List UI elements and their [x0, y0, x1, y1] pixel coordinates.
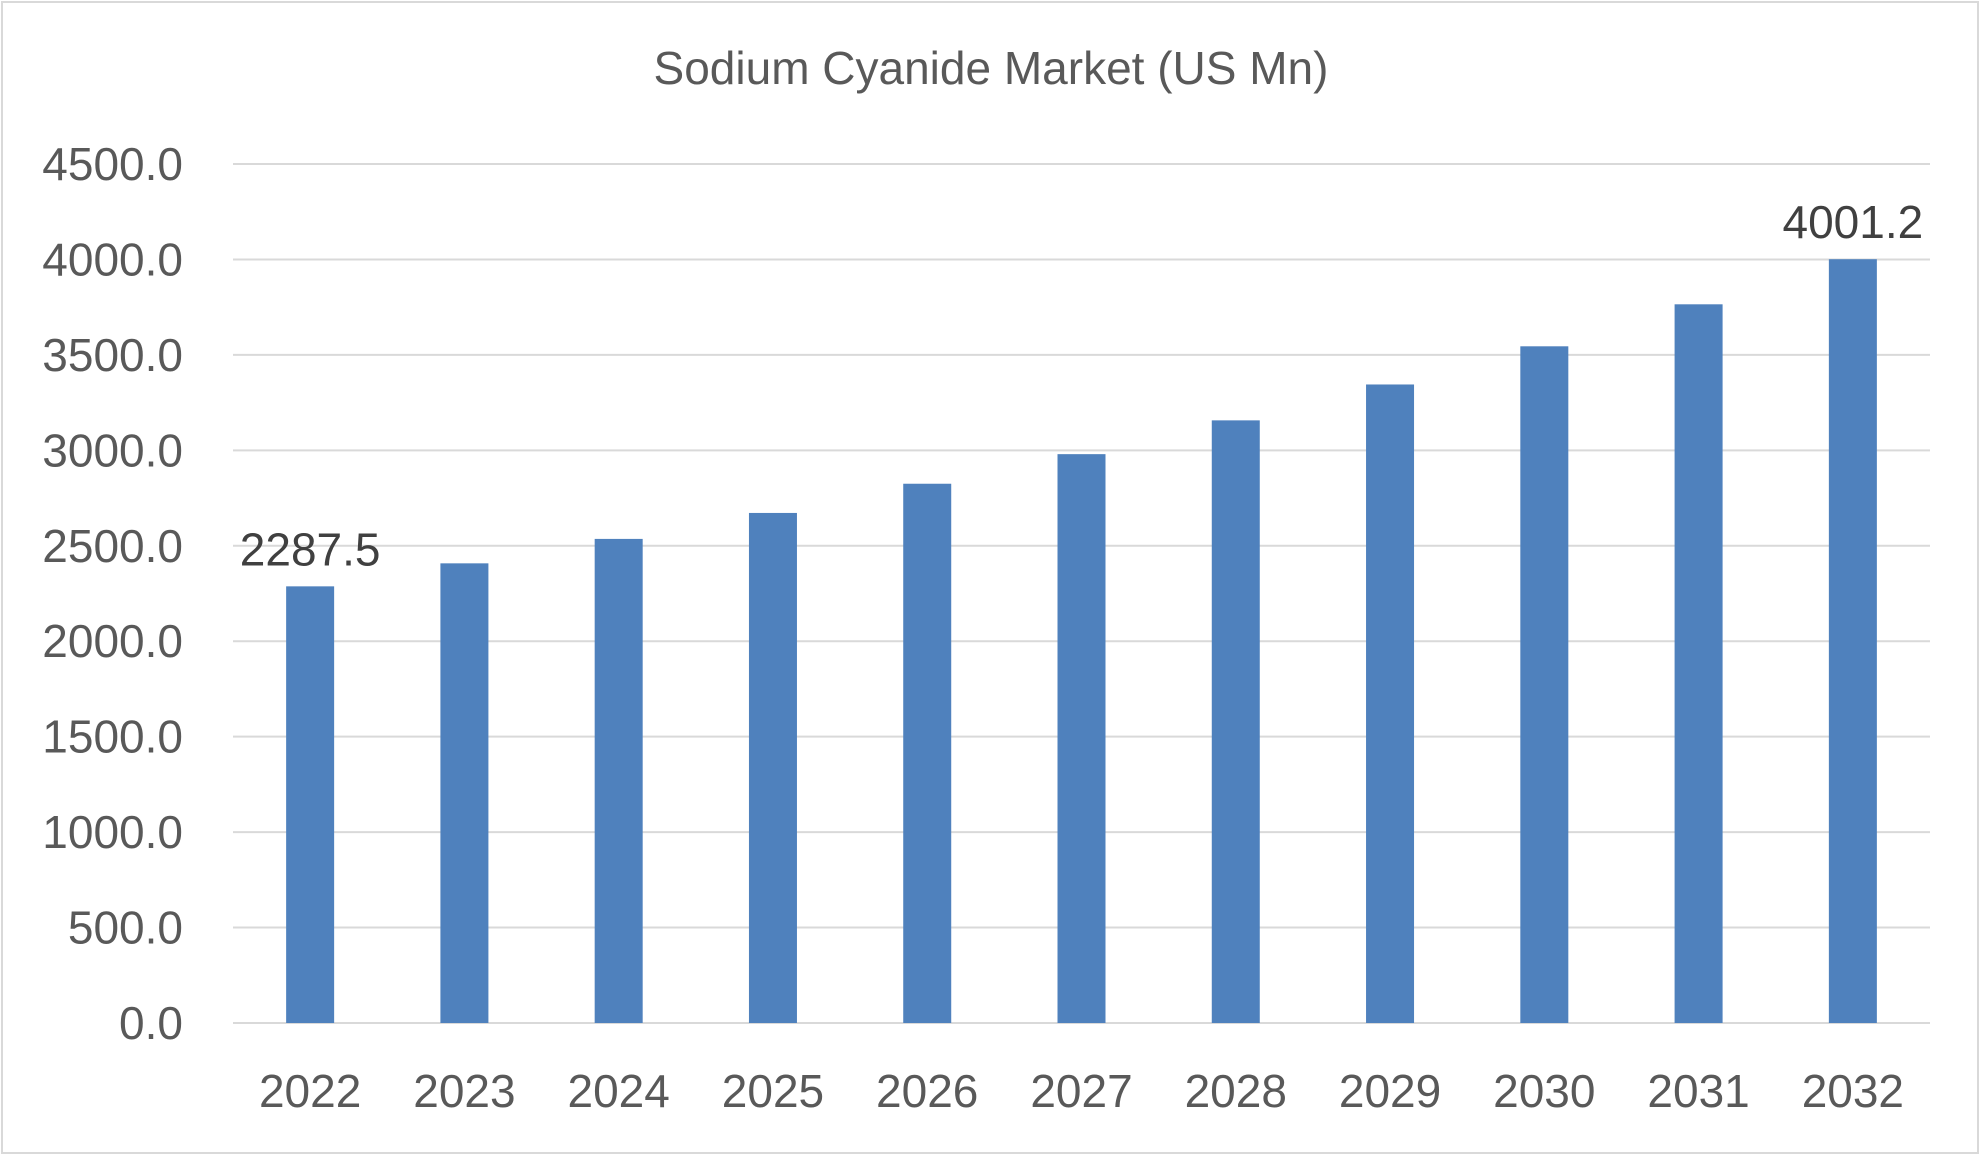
bar-2024: [594, 538, 643, 1023]
data-labels: 2287.5 4001.2: [240, 196, 1923, 575]
chart-title: Sodium Cyanide Market (US Mn): [654, 42, 1329, 94]
data-label-2032: 4001.2: [1783, 196, 1924, 248]
x-tick-label: 2032: [1802, 1065, 1904, 1117]
x-tick-label: 2025: [722, 1065, 824, 1117]
y-tick-label: 2000.0: [42, 615, 183, 667]
y-tick-label: 1500.0: [42, 711, 183, 763]
x-axis-ticks: 2022 2023 2024 2025 2026 2027 2028 2029 2030 2031…: [259, 1065, 1904, 1117]
bar-2032: [1828, 259, 1877, 1024]
y-tick-label: 1000.0: [42, 806, 183, 858]
bar-2031: [1674, 304, 1723, 1023]
y-tick-label: 3500.0: [42, 329, 183, 381]
bar-2022: [286, 586, 335, 1023]
bar-2030: [1520, 346, 1569, 1023]
bar-2026: [903, 483, 952, 1023]
y-tick-label: 500.0: [68, 902, 183, 954]
bar-2029: [1366, 384, 1415, 1023]
x-tick-label: 2030: [1493, 1065, 1595, 1117]
data-label-2022: 2287.5: [240, 523, 381, 575]
gridlines: [233, 163, 1930, 1024]
y-axis-ticks: 0.0 500.0 1000.0 1500.0 2000.0 2500.0 3000.0 35…: [42, 138, 183, 1049]
bars: [286, 259, 1877, 1024]
x-tick-label: 2028: [1185, 1065, 1287, 1117]
x-tick-label: 2029: [1339, 1065, 1441, 1117]
bar-2027: [1057, 454, 1106, 1023]
y-tick-label: 0.0: [119, 997, 183, 1049]
bar-2028: [1211, 420, 1260, 1023]
x-tick-label: 2026: [876, 1065, 978, 1117]
x-tick-label: 2027: [1030, 1065, 1132, 1117]
x-tick-label: 2024: [568, 1065, 670, 1117]
y-tick-label: 2500.0: [42, 520, 183, 572]
y-tick-label: 4500.0: [42, 138, 183, 190]
x-tick-label: 2023: [413, 1065, 515, 1117]
y-tick-label: 4000.0: [42, 233, 183, 285]
bar-2023: [440, 563, 489, 1023]
x-tick-label: 2031: [1647, 1065, 1749, 1117]
y-tick-label: 3000.0: [42, 424, 183, 476]
x-tick-label: 2022: [259, 1065, 361, 1117]
bar-2025: [748, 512, 797, 1023]
